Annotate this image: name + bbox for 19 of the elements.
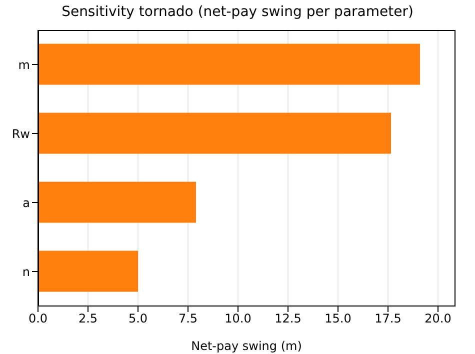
x-tick-label: 5.0 — [128, 312, 148, 326]
bar — [38, 112, 391, 154]
x-tick-label: 17.5 — [374, 312, 402, 326]
bar — [38, 44, 420, 85]
x-tick-label: 20.0 — [424, 312, 452, 326]
x-axis-title: Net-pay swing (m) — [191, 339, 302, 353]
x-tick-label: 12.5 — [274, 312, 302, 326]
x-tick-label: 7.5 — [178, 312, 198, 326]
y-tick-label: a — [22, 196, 30, 210]
x-tick-label: 15.0 — [324, 312, 352, 326]
y-tick-label: m — [18, 58, 30, 72]
x-tick-label: 0.0 — [28, 312, 48, 326]
y-tick-label: Rw — [12, 126, 30, 141]
bar — [38, 250, 138, 292]
x-tick-label: 10.0 — [224, 312, 252, 326]
bar — [38, 182, 196, 223]
chart-title: Sensitivity tornado (net-pay swing per parameter) — [60, 4, 414, 20]
y-tick-label: n — [22, 264, 30, 279]
x-tick-label: 2.5 — [78, 312, 98, 326]
